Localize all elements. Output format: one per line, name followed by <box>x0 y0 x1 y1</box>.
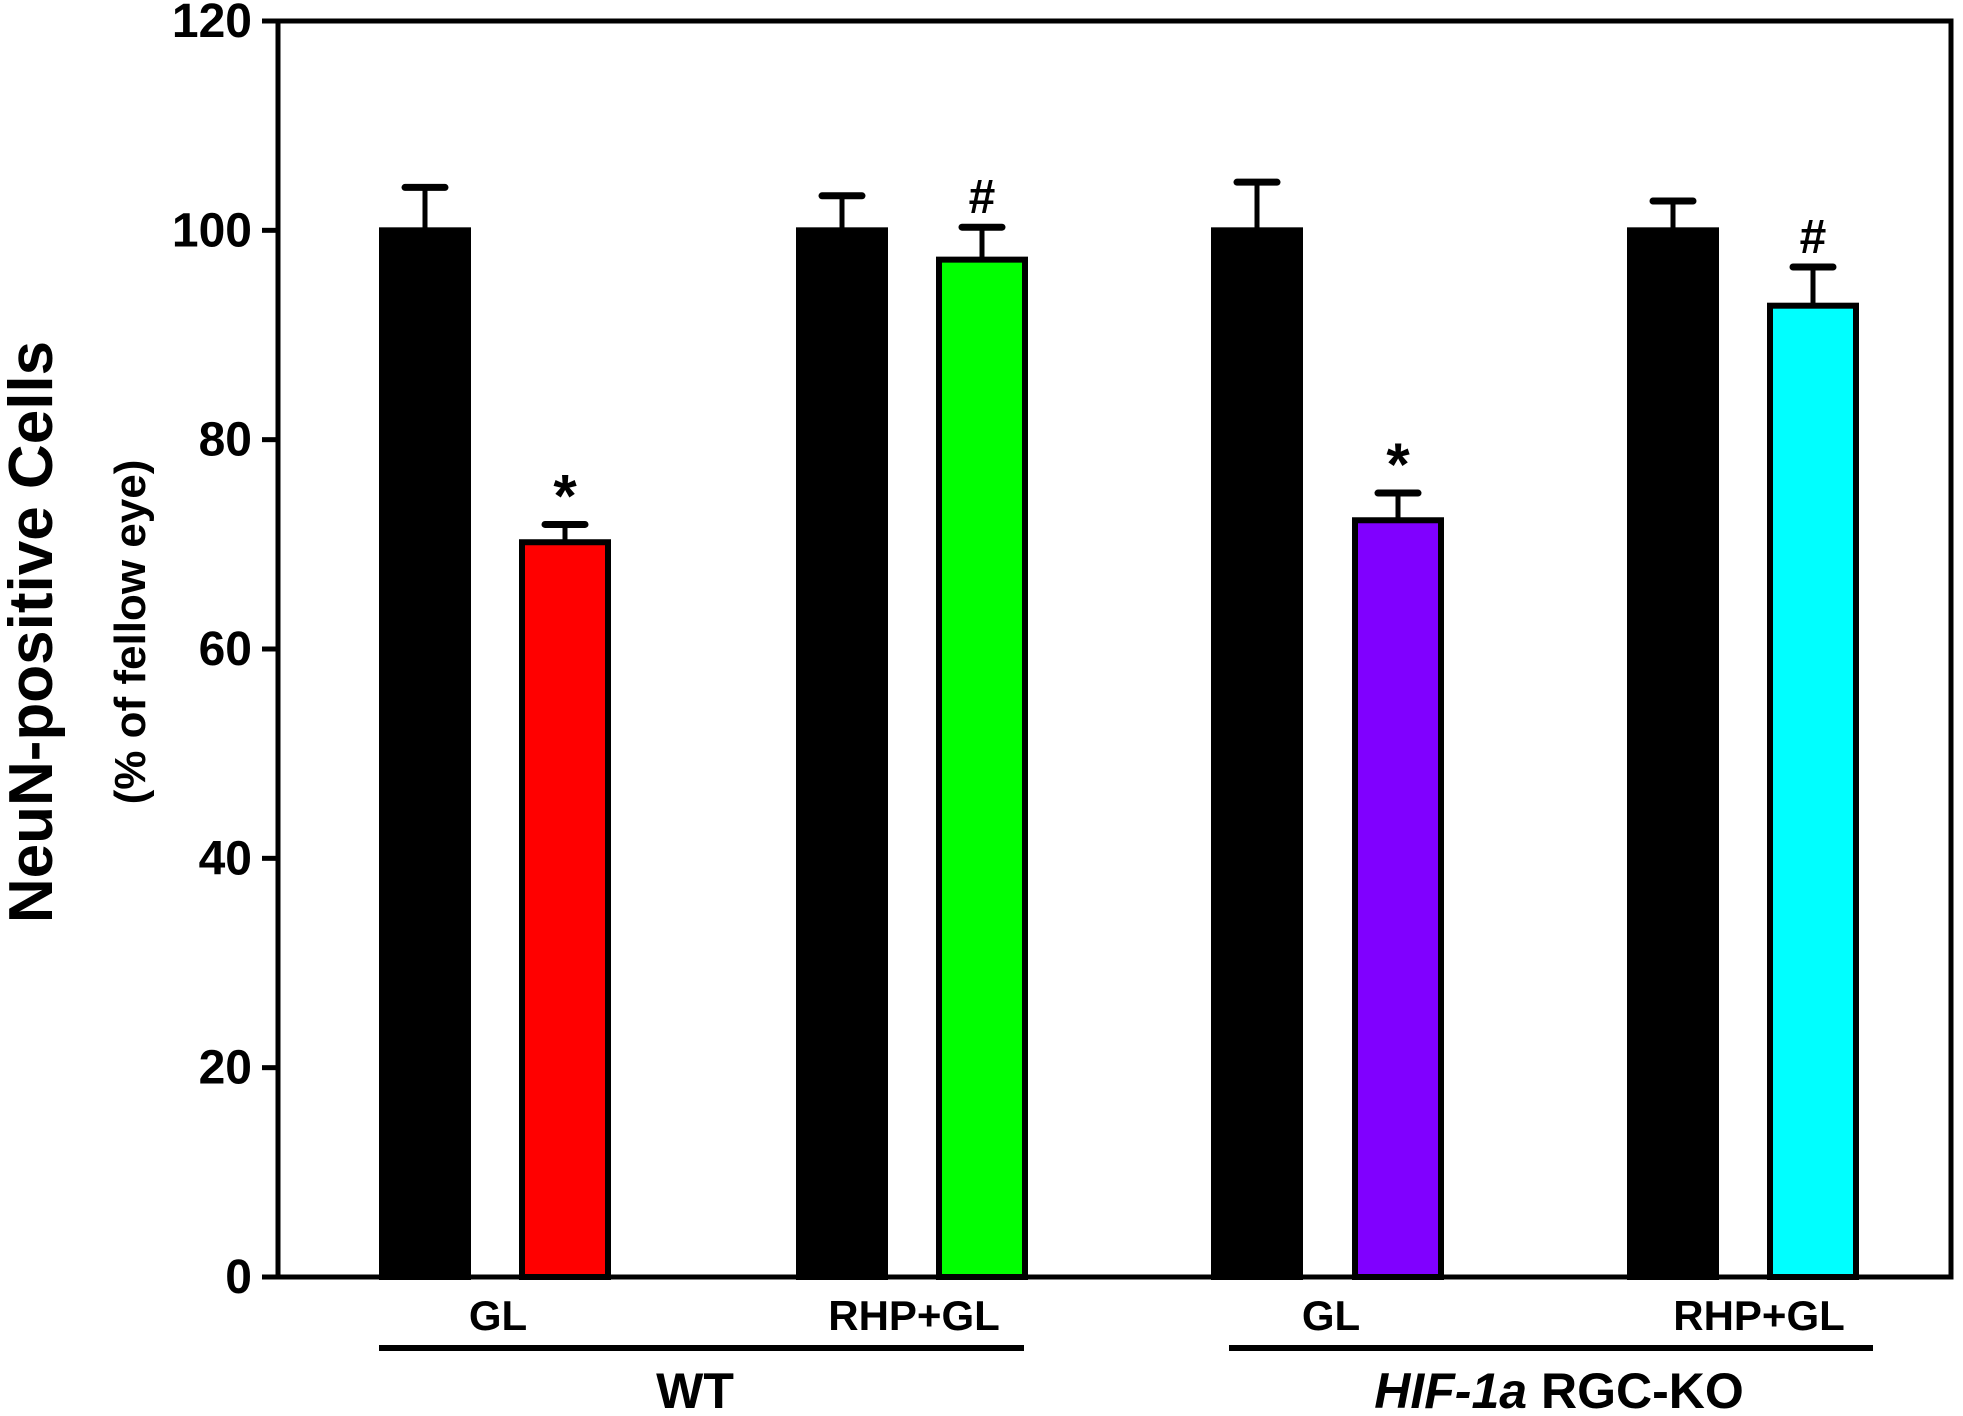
bar <box>796 227 888 1280</box>
y-tick-label: 0 <box>225 1251 252 1304</box>
treatment-label-wt-gl: GL <box>469 1292 527 1339</box>
treatment-label-ko-rhp-gl: RHP+GL <box>1673 1292 1845 1339</box>
y-tick-label: 80 <box>199 414 252 467</box>
significance-marker: # <box>969 171 996 224</box>
significance-marker: * <box>1386 431 1410 498</box>
bar <box>936 256 1028 1280</box>
significance-marker: # <box>1800 211 1827 264</box>
y-tick-label: 40 <box>199 832 252 885</box>
y-axis-subtitle: (% of fellow eye) <box>106 460 155 805</box>
group-label-ko-gene: HIF-1a <box>1374 1363 1527 1416</box>
significance-marker: * <box>553 462 577 529</box>
y-tick-label: 20 <box>199 1042 252 1095</box>
y-axis-title: NeuN-positive Cells <box>0 341 66 923</box>
y-tick-label: 60 <box>199 623 252 676</box>
treatment-label-wt-rhp-gl: RHP+GL <box>828 1292 1000 1339</box>
group-label-wt: WT <box>656 1363 734 1416</box>
bar <box>519 539 611 1280</box>
bar <box>379 227 471 1280</box>
group-label-ko-rest: RGC-KO <box>1527 1363 1744 1416</box>
y-tick-label: 120 <box>172 0 252 48</box>
y-tick-label: 100 <box>172 204 252 257</box>
bar <box>1211 227 1303 1280</box>
bar <box>1627 227 1719 1280</box>
group-label-ko: HIF-1a RGC-KO <box>1374 1363 1743 1416</box>
bar <box>1352 517 1444 1280</box>
bar <box>1767 302 1859 1280</box>
treatment-label-ko-gl: GL <box>1302 1292 1360 1339</box>
